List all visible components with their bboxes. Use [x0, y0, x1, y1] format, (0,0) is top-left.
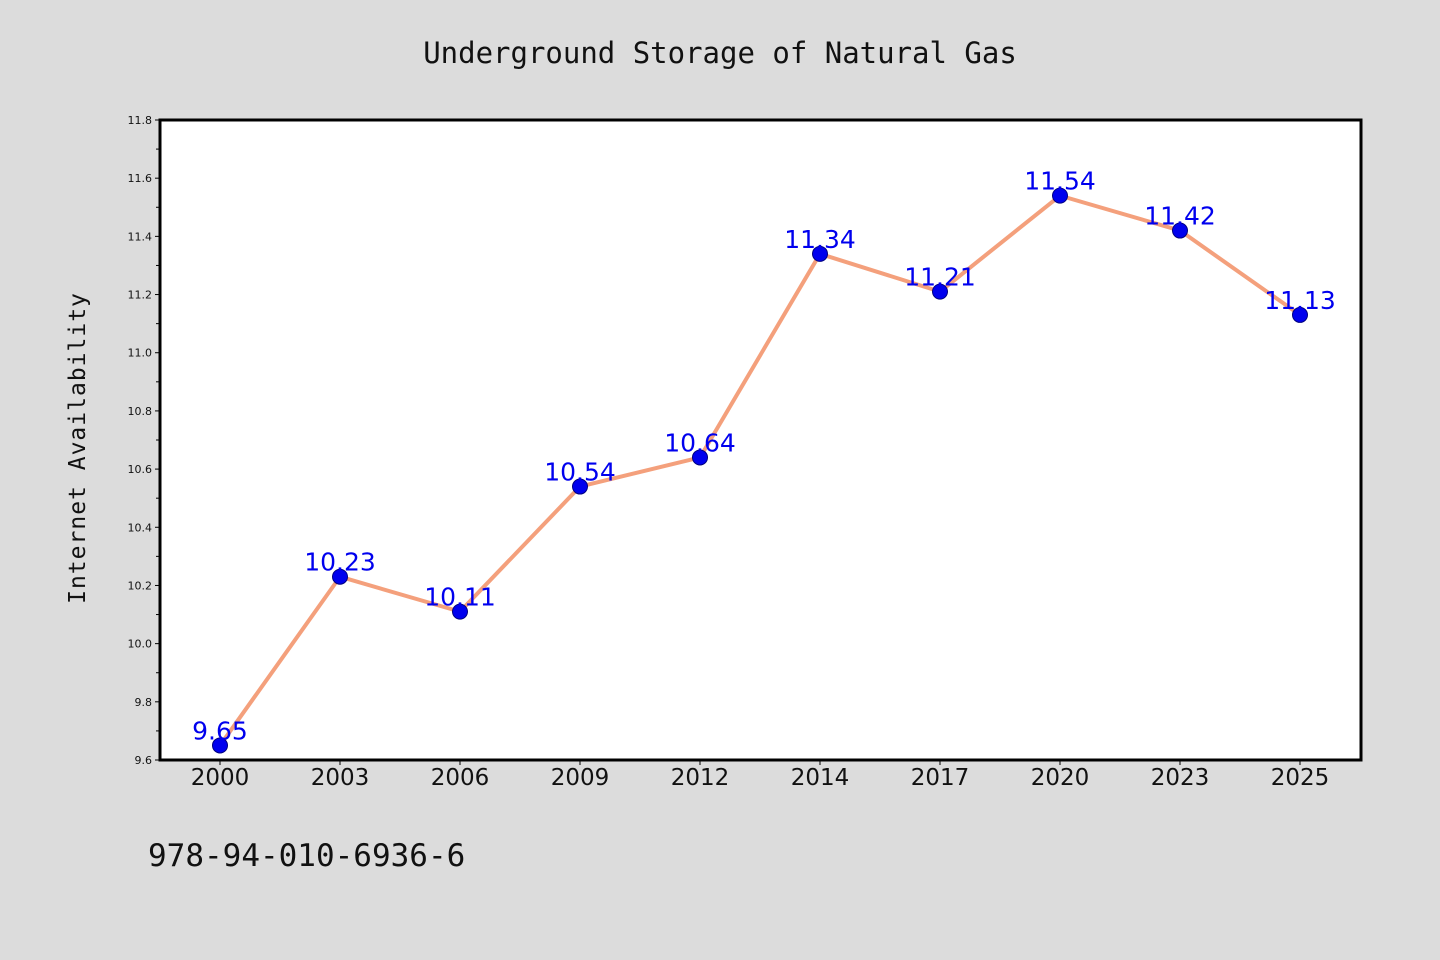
y-tick-label: 11.0: [128, 347, 153, 360]
y-tick-label: 10.6: [128, 463, 153, 476]
data-markers: [212, 187, 1308, 754]
x-tick-label: 2009: [551, 765, 610, 791]
data-point: [812, 245, 828, 262]
data-point: [932, 283, 948, 300]
data-point: [692, 449, 708, 466]
x-axis: 2000 2003 2006 2009 2012 2014 2017 2020 2023 2025: [191, 760, 1330, 791]
data-label: 9.65: [192, 716, 248, 745]
data-label: 10.54: [544, 458, 616, 487]
series-line: [218, 193, 1302, 748]
series-polyline: [218, 193, 1302, 748]
data-label: 11.13: [1264, 286, 1336, 315]
x-tick-label: 2012: [671, 765, 730, 791]
y-tick-label: 9.6: [135, 754, 153, 767]
data-label: 10.64: [664, 428, 736, 457]
y-tick-label: 11.4: [128, 230, 153, 243]
footer-isbn: 978-94-010-6936-6: [148, 838, 465, 874]
y-tick-label: 10.8: [128, 405, 153, 418]
y-tick-label: 9.8: [135, 696, 153, 709]
data-point: [1292, 306, 1308, 323]
data-point: [332, 568, 348, 585]
x-tick-label: 2006: [431, 765, 490, 791]
data-point: [572, 478, 588, 495]
x-tick-label: 2003: [311, 765, 370, 791]
x-tick-label: 2000: [191, 765, 250, 791]
data-point: [1172, 222, 1188, 239]
data-point: [212, 737, 228, 754]
plot-frame: [158, 118, 1363, 762]
data-label: 10.23: [304, 548, 376, 577]
data-label: 11.42: [1144, 202, 1216, 231]
data-label: 11.21: [904, 263, 976, 292]
x-tick-label: 2014: [791, 765, 850, 791]
data-point: [452, 603, 468, 620]
data-label: 11.54: [1024, 167, 1096, 196]
y-tick-label: 10.0: [128, 638, 153, 651]
y-axis-label: Internet Availability: [65, 292, 91, 604]
x-tick-label: 2025: [1271, 765, 1330, 791]
data-labels: 9.65 10.23 10.11 10.54 10.64 11.34 11.21 11.54 1…: [192, 167, 1336, 746]
y-tick-label: 11.6: [128, 172, 153, 185]
x-tick-label: 2020: [1031, 765, 1090, 791]
x-tick-label: 2017: [911, 765, 970, 791]
y-tick-label: 11.2: [128, 289, 153, 302]
y-tick-label: 10.4: [128, 521, 153, 534]
y-tick-label: 10.2: [128, 579, 153, 592]
data-label: 10.11: [424, 583, 496, 612]
data-point: [1052, 187, 1068, 204]
y-axis: 9.6 9.8 10.0 10.2 10.4 10.6 10.8 11.0 11.2 11.4 11…: [128, 114, 160, 767]
x-tick-label: 2023: [1151, 765, 1210, 791]
chart-title: Underground Storage of Natural Gas: [423, 36, 1017, 70]
y-tick-label: 11.8: [128, 114, 153, 127]
data-label: 11.34: [784, 225, 856, 254]
